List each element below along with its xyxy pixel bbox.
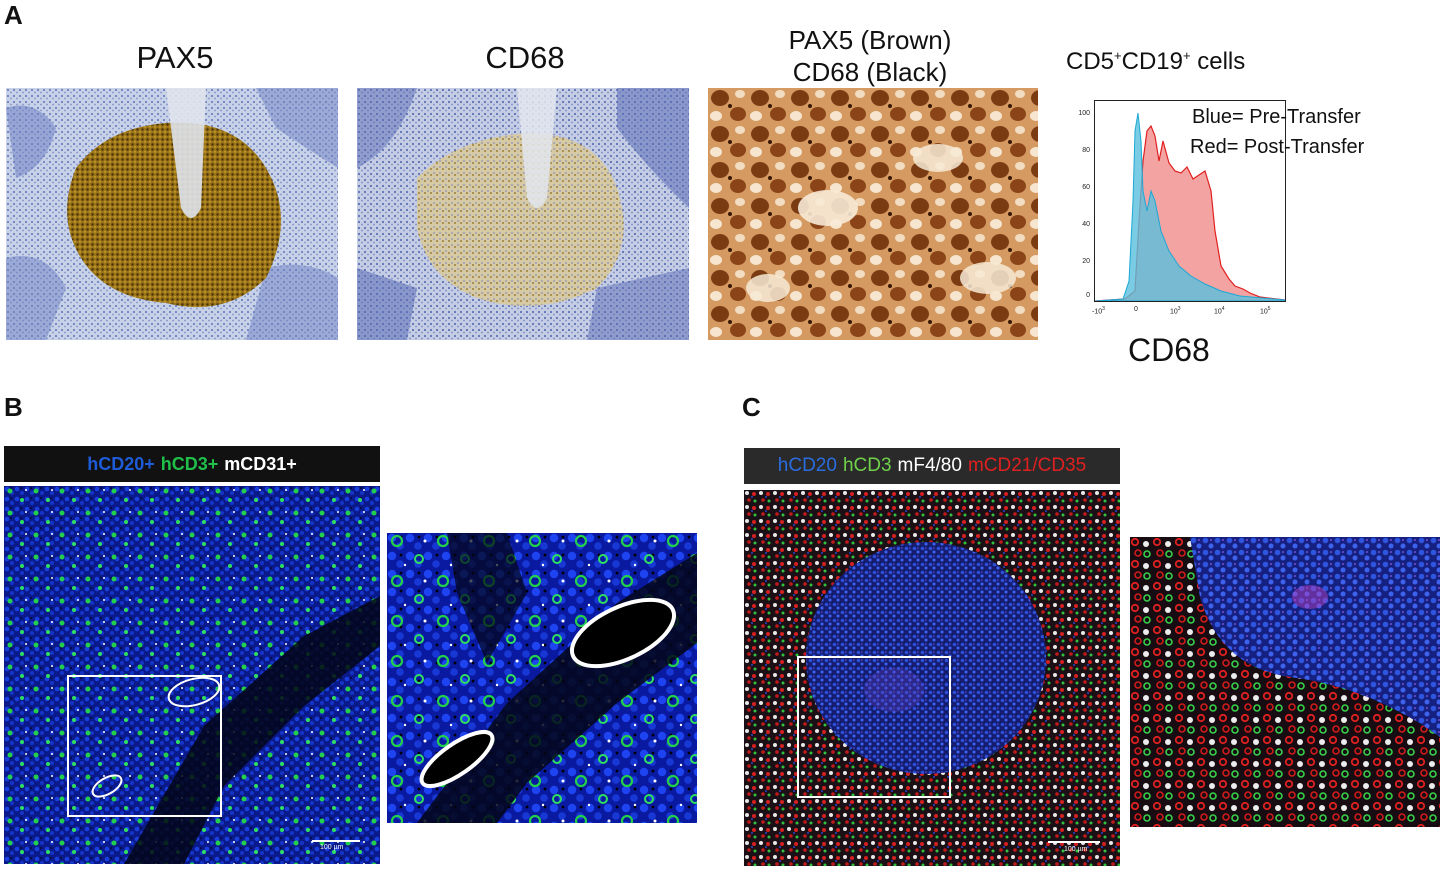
flow-xtick-1e3: 103 bbox=[1170, 306, 1181, 315]
legend-c-hcd20: hCD20 bbox=[777, 455, 837, 476]
flow-xtick-1e4-exp: 4 bbox=[1221, 306, 1225, 312]
dual-stain-title: PAX5 (Brown) CD68 (Black) bbox=[740, 24, 1000, 88]
flow-legend-blue: Blue= Pre-Transfer bbox=[1192, 106, 1361, 128]
legend-c-mcd21: mCD21/CD35 bbox=[967, 455, 1087, 476]
flow-xtick-0: 0 bbox=[1134, 306, 1138, 313]
legend-hcd20: hCD20+ bbox=[87, 453, 155, 474]
dual-stain-title-line1: PAX5 (Brown) bbox=[788, 25, 952, 55]
panel-c-zoom-image bbox=[1130, 537, 1440, 827]
flow-title-sup2: + bbox=[1182, 48, 1191, 63]
flow-title-cd19: CD19 bbox=[1121, 48, 1183, 75]
flow-ytick-20: 20 bbox=[1082, 258, 1090, 265]
panel-b-overview-image bbox=[4, 486, 380, 864]
panel-label-b: B bbox=[4, 392, 23, 422]
legend-c-hcd3: hCD3 bbox=[842, 455, 892, 476]
flow-title-sup1: + bbox=[1114, 48, 1122, 63]
flow-title-cells: cells bbox=[1190, 48, 1246, 75]
flow-xtick-1e5-exp: 5 bbox=[1267, 306, 1271, 312]
flow-ytick-0: 0 bbox=[1086, 292, 1090, 299]
flow-xtick-1e5-base: 10 bbox=[1260, 308, 1268, 316]
flow-xtick-1e3-base: 10 bbox=[1170, 308, 1178, 316]
flow-ytick-80: 80 bbox=[1082, 147, 1090, 154]
flow-xtick-neg1000: -103 bbox=[1092, 306, 1105, 315]
cd68-title: CD68 bbox=[485, 40, 565, 75]
flow-xtick-neg1000-exp: 3 bbox=[1102, 306, 1105, 312]
legend-c-mf480: mF4/80 bbox=[897, 455, 962, 476]
flow-xtick-1e4-base: 10 bbox=[1214, 308, 1222, 316]
flow-histogram-plot bbox=[1094, 100, 1286, 302]
flow-xtick-1e3-exp: 3 bbox=[1177, 306, 1181, 312]
pax5-ihc-image bbox=[6, 88, 338, 340]
flow-legend-red: Red= Post-Transfer bbox=[1190, 136, 1365, 158]
legend-mcd31: mCD31+ bbox=[224, 453, 297, 474]
panel-b-legend: hCD20+ hCD3+ mCD31+ bbox=[4, 446, 380, 482]
flow-title-cd5: CD5 bbox=[1066, 48, 1115, 75]
panel-label-c: C bbox=[742, 392, 761, 422]
panel-label-a: A bbox=[4, 0, 23, 30]
flow-xtick-neg1000-base: -10 bbox=[1092, 308, 1103, 316]
flow-xtick-1e4: 104 bbox=[1214, 306, 1225, 315]
flow-ytick-40: 40 bbox=[1082, 221, 1090, 228]
panel-c-legend: hCD20 hCD3 mF4/80 mCD21/CD35 bbox=[744, 448, 1120, 484]
flow-ytick-60: 60 bbox=[1082, 184, 1090, 191]
panel-c-scale-label: 100 µm bbox=[1064, 846, 1088, 853]
flow-xlabel: CD68 bbox=[1128, 332, 1210, 368]
cd68-ihc-image bbox=[357, 88, 689, 340]
panel-c-overview-image bbox=[744, 490, 1120, 866]
pax5-title: PAX5 bbox=[136, 40, 214, 75]
panel-b-scale-label: 100 µm bbox=[320, 844, 344, 851]
dual-stain-title-line2: CD68 (Black) bbox=[792, 57, 948, 87]
flow-ytick-100: 100 bbox=[1078, 110, 1090, 117]
flow-xtick-1e5: 105 bbox=[1260, 306, 1271, 315]
legend-hcd3: hCD3+ bbox=[160, 453, 219, 474]
flow-title: CD5+CD19+ cells bbox=[1066, 48, 1245, 76]
panel-b-zoom-image bbox=[387, 533, 697, 823]
dual-stain-image bbox=[708, 88, 1038, 340]
